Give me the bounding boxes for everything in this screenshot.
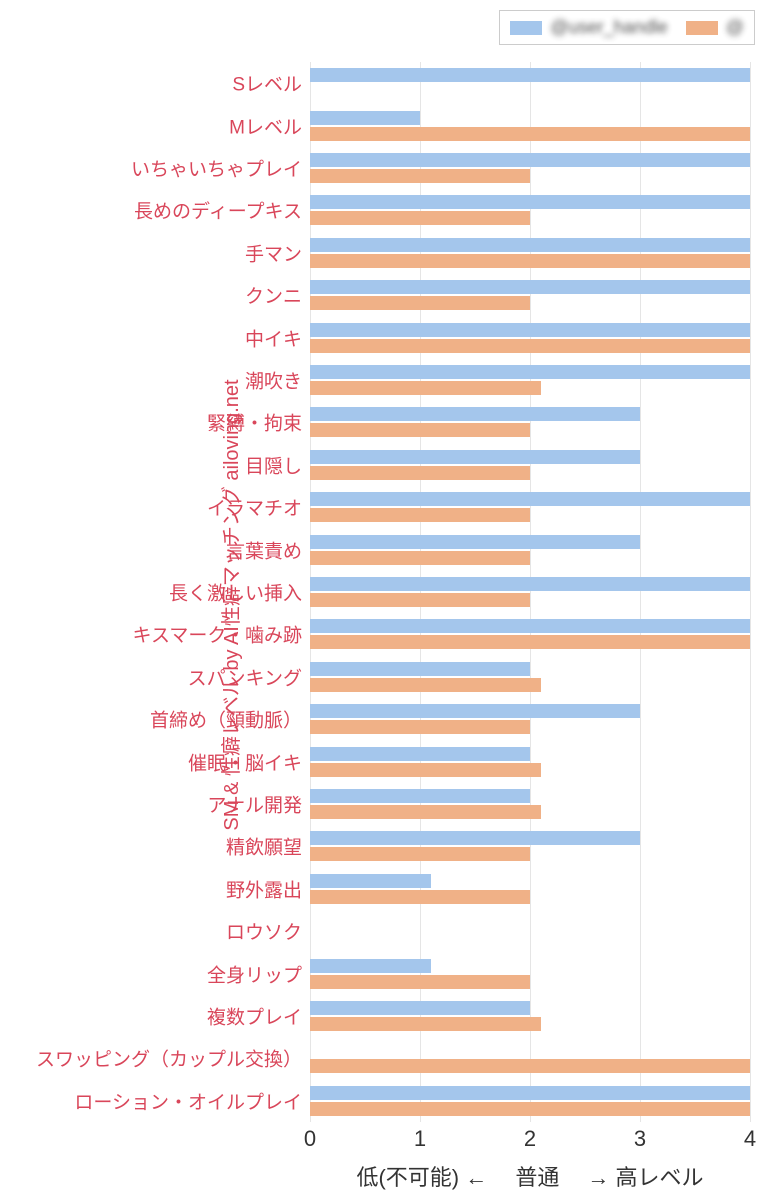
bar [310,535,640,549]
gridline-vertical [750,62,751,1122]
bar [310,365,750,379]
chart-container: SM & 性癖レベル by AI性癖マッチング ailoving.net @us… [0,10,765,1200]
x-tick-label: 2 [524,1126,536,1152]
bar [310,111,420,125]
x-axis-ticks: 01234 [310,1126,750,1154]
category-labels: Sレベル Mレベルいちゃいちゃプレイ長めのディープキス手マンクンニ中イキ潮吹き緊縛… [0,62,302,1122]
bar [310,323,750,337]
bar [310,407,640,421]
bar [310,195,750,209]
legend-label: @user_handle [550,17,667,38]
category-label: ローション・オイルプレイ [74,1087,302,1114]
category-label: アナル開発 [207,791,302,818]
bar [310,704,640,718]
bar [310,492,750,506]
bar [310,296,530,310]
bar [310,450,640,464]
category-label: 潮吹き [245,367,302,394]
bar [310,1017,541,1031]
category-label: 複数プレイ [207,1003,302,1030]
category-label: Mレベル [229,112,302,139]
bars-layer [310,62,750,1122]
bar [310,619,750,633]
category-label: 催眠・脳イキ [188,748,302,775]
category-label: 長く激しい挿入 [169,579,302,606]
bar [310,763,541,777]
legend-item[interactable]: @ [686,17,744,38]
bar [310,789,530,803]
bar [310,466,530,480]
category-label: 目隠し [245,451,302,478]
legend-label: @ [726,17,744,38]
bar [310,127,750,141]
bar [310,1086,750,1100]
bar [310,153,750,167]
x-tick-label: 1 [414,1126,426,1152]
bar [310,280,750,294]
bar [310,747,530,761]
bar [310,635,750,649]
legend-item[interactable]: @user_handle [510,17,667,38]
bar [310,593,530,607]
category-label: ロウソク [226,918,302,945]
category-label: イラマチオ [207,494,302,521]
bar [310,551,530,565]
bar [310,1001,530,1015]
category-label: 首締め（頸動脈） [150,706,302,733]
x-tick-label: 3 [634,1126,646,1152]
category-label: 野外露出 [226,875,302,902]
x-tick-label: 0 [304,1126,316,1152]
x-tick-label: 4 [744,1126,756,1152]
bar [310,975,530,989]
bar [310,662,530,676]
category-label: 緊縛・拘束 [207,409,302,436]
bar [310,381,541,395]
bar [310,238,750,252]
category-label: いちゃいちゃプレイ [131,155,302,182]
bar [310,678,541,692]
x-axis-title: 低(不可能) ← 普通 → 高レベル [310,1160,750,1192]
bar [310,831,640,845]
legend: @user_handle @ [499,10,755,45]
bar [310,890,530,904]
category-label: Sレベル [232,70,302,97]
category-label: 全身リップ [207,960,302,987]
plot-area [310,62,750,1122]
category-label: 手マン [245,239,302,266]
bar [310,1059,750,1073]
legend-swatch [510,21,542,35]
bar [310,805,541,819]
bar [310,874,431,888]
bar [310,720,530,734]
bar [310,169,530,183]
bar [310,68,750,82]
bar [310,847,530,861]
bar [310,577,750,591]
bar [310,254,750,268]
category-label: スパンキング [188,663,302,690]
bar [310,339,750,353]
bar [310,508,530,522]
category-label: 精飲願望 [226,833,302,860]
category-label: 言葉責め [226,536,302,563]
category-label: クンニ [245,282,302,309]
category-label: キスマーク・噛み跡 [133,621,302,648]
legend-swatch [686,21,718,35]
category-label: 長めのディープキス [134,197,302,224]
bar [310,1102,750,1116]
bar [310,211,530,225]
bar [310,959,431,973]
category-label: 中イキ [245,324,302,351]
category-label: スワッピング（カップル交換） [36,1045,302,1072]
bar [310,423,530,437]
